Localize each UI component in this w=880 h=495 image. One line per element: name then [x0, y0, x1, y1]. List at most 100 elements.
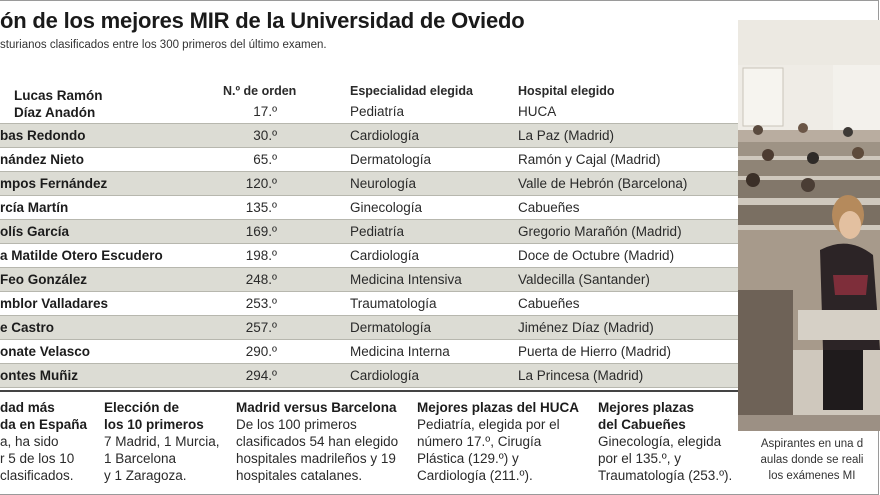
- table-row: a Matilde Otero Escudero 198.º Cardiología…: [0, 244, 738, 268]
- fact-box-text: hospitales madrileños y 19: [236, 451, 396, 466]
- fact-box-heading: los 10 primeros: [104, 417, 204, 432]
- row-specialty: Medicina Intensiva: [350, 272, 462, 287]
- fact-box-text: Pediatría, elegida por el: [417, 417, 560, 432]
- fact-box-heading: Elección de: [104, 400, 180, 415]
- row-name: nández Nieto: [0, 152, 85, 167]
- row-order: 294.º: [245, 368, 277, 383]
- table-row: e Castro 257.º Dermatología Jiménez Díaz (M…: [0, 316, 738, 340]
- row-order: 253.º: [245, 296, 277, 311]
- fact-box-text: r 5 de los 10: [0, 451, 75, 466]
- table-row: onate Velasco 290.º Medicina Interna Puerta…: [0, 340, 738, 364]
- row-name: rcía Martín: [0, 200, 69, 215]
- row-hospital: Valdecilla (Santander): [518, 272, 650, 287]
- row-hospital: Gregorio Marañón (Madrid): [518, 224, 682, 239]
- row-name: olís García: [0, 224, 70, 239]
- row-specialty: Dermatología: [350, 152, 432, 167]
- table-body: bas Redondo 30.º Cardiología La Paz (Madrid…: [0, 124, 738, 388]
- table-row: bas Redondo 30.º Cardiología La Paz (Madrid…: [0, 124, 738, 148]
- row-name: e Castro: [0, 320, 55, 335]
- row-hospital: La Princesa (Madrid): [518, 368, 644, 383]
- fact-box-text: hospitales catalanes.: [236, 468, 363, 483]
- row-hospital: La Paz (Madrid): [518, 128, 615, 143]
- photo-caption-line: los exámenes MI: [768, 470, 856, 482]
- row-specialty: Traumatología: [350, 296, 437, 311]
- row-specialty: Pediatría: [350, 104, 405, 119]
- table-row: nández Nieto 65.º Dermatología Ramón y Caja…: [0, 148, 738, 172]
- photo-caption: Aspirantes en una d aulas donde se reali…: [745, 436, 879, 484]
- row-order: 135.º: [245, 200, 277, 215]
- fact-box-cabuenes: Mejores plazas del Cabueñes Ginecología,…: [598, 399, 732, 484]
- row-hospital: Puerta de Hierro (Madrid): [518, 344, 672, 359]
- ranking-table: 17.º Pediatría HUCA bas Redondo 30.º Cardi…: [0, 100, 738, 388]
- column-header-specialty: Especialidad elegida: [350, 84, 473, 98]
- fact-box-text: De los 100 primeros: [236, 417, 357, 432]
- first-row-name-line2: Díaz Anadón: [14, 105, 96, 120]
- fact-box-text: Plástica (129.º) y: [417, 451, 519, 466]
- row-order: 257.º: [245, 320, 277, 335]
- fact-box-text: Ginecología, elegida: [598, 434, 722, 449]
- fact-box-heading: dad más: [0, 400, 55, 415]
- row-order: 65.º: [253, 152, 277, 167]
- row-name: bas Redondo: [0, 128, 86, 143]
- photo-caption-line: aulas donde se reali: [760, 454, 864, 466]
- row-order: 30.º: [253, 128, 277, 143]
- row-hospital: Cabueñes: [518, 200, 580, 215]
- row-hospital: Ramón y Cajal (Madrid): [518, 152, 661, 167]
- fact-box-text: por el 135.º, y: [598, 451, 681, 466]
- fact-box-heading: Mejores plazas: [598, 400, 695, 415]
- fact-box-text: 7 Madrid, 1 Murcia,: [104, 434, 220, 449]
- fact-box-text: 1 Barcelona: [104, 451, 177, 466]
- row-hospital: Doce de Octubre (Madrid): [518, 248, 675, 263]
- fact-box-spain: dad más da en España a, ha sido r 5 de l…: [0, 399, 87, 484]
- row-name: a Matilde Otero Escudero: [0, 248, 163, 263]
- table-row: 17.º Pediatría HUCA: [0, 100, 738, 124]
- fact-box-top-ten: Elección de los 10 primeros 7 Madrid, 1 …: [104, 399, 220, 484]
- fact-box-heading: del Cabueñes: [598, 417, 686, 432]
- fact-box-text: a, ha sido: [0, 434, 59, 449]
- row-specialty: Dermatología: [350, 320, 432, 335]
- fact-box-text: número 17.º, Cirugía: [417, 434, 542, 449]
- row-specialty: Neurología: [350, 176, 417, 191]
- page-title: ón de los mejores MIR de la Universidad …: [0, 8, 525, 33]
- fact-box-heading: Mejores plazas del HUCA: [417, 400, 580, 415]
- fact-box-heading: Madrid versus Barcelona: [236, 400, 397, 415]
- exam-room-photo: [738, 20, 880, 431]
- page-subtitle: sturianos clasificados entre los 300 pri…: [0, 39, 327, 51]
- fact-box-madrid-barcelona: Madrid versus Barcelona De los 100 prime…: [236, 399, 398, 484]
- row-name: Feo González: [0, 272, 88, 287]
- row-order: 290.º: [245, 344, 277, 359]
- column-header-hospital: Hospital elegido: [518, 84, 615, 98]
- row-hospital: Valle de Hebrón (Barcelona): [518, 176, 688, 191]
- row-order: 198.º: [245, 248, 277, 263]
- column-header-order: N.º de orden: [223, 84, 297, 98]
- row-specialty: Pediatría: [350, 224, 405, 239]
- first-row-name-line1: Lucas Ramón: [14, 88, 103, 103]
- photo-caption-line: Aspirantes en una d: [760, 438, 864, 450]
- fact-box-text: Cardiología (211.º).: [417, 468, 533, 483]
- row-order: 169.º: [245, 224, 277, 239]
- row-name: mblor Valladares: [0, 296, 109, 311]
- row-name: onate Velasco: [0, 344, 91, 359]
- fact-box-heading: da en España: [0, 417, 88, 432]
- table-row: olís García 169.º Pediatría Gregorio Marañó…: [0, 220, 738, 244]
- table-row: Feo González 248.º Medicina Intensiva Valde…: [0, 268, 738, 292]
- row-order: 248.º: [245, 272, 277, 287]
- row-hospital: Jiménez Díaz (Madrid): [518, 320, 654, 335]
- fact-box-text: clasificados 54 han elegido: [236, 434, 399, 449]
- row-order: 17.º: [253, 104, 277, 119]
- fact-box-text: Traumatología (253.º).: [598, 468, 733, 483]
- row-name: ontes Muñiz: [0, 368, 78, 383]
- table-row: mblor Valladares 253.º Traumatología Cabueñ…: [0, 292, 738, 316]
- row-order: 120.º: [245, 176, 277, 191]
- row-name: mpos Fernández: [0, 176, 108, 191]
- fact-box-huca: Mejores plazas del HUCA Pediatría, elegi…: [417, 399, 579, 484]
- exam-room-illustration: [738, 20, 880, 431]
- table-row: ontes Muñiz 294.º Cardiología La Princesa (…: [0, 364, 738, 388]
- first-row-name: Lucas Ramón Díaz Anadón: [14, 87, 103, 121]
- row-specialty: Cardiología: [350, 248, 420, 263]
- fact-box-text: clasificados.: [0, 468, 74, 483]
- section-divider: [0, 390, 738, 392]
- row-hospital: HUCA: [518, 104, 557, 119]
- row-specialty: Medicina Interna: [350, 344, 450, 359]
- table-row: rcía Martín 135.º Ginecología Cabueñes: [0, 196, 738, 220]
